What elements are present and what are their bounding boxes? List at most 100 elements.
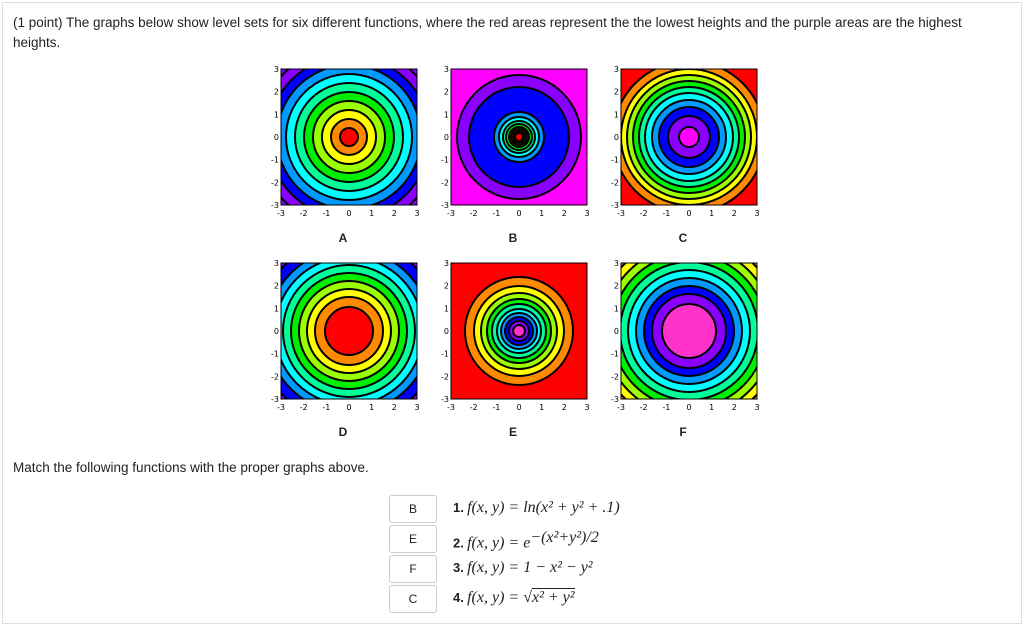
y-tick-label: 3 [614,259,619,268]
x-tick-label: 1 [539,403,544,412]
x-tick-label: 1 [369,403,374,412]
x-tick-label: 2 [392,209,397,218]
y-tick-label: -1 [441,350,449,359]
contour-plot: -3 -3 -2 -2 -1 -1 0 0 1 1 2 2 3 3 A [269,63,449,253]
y-tick-label: -1 [611,156,619,165]
answer-input[interactable]: C [389,585,437,613]
y-tick-label: -3 [611,395,619,404]
y-tick-label: -2 [271,372,279,381]
level-ring [339,127,359,147]
contours [281,69,417,205]
x-tick-label: 3 [584,209,589,218]
x-tick-label: 0 [516,209,521,218]
x-tick-label: 2 [562,403,567,412]
y-tick-label: 2 [444,88,449,97]
y-tick-label: -3 [611,201,619,210]
x-tick-label: -3 [447,403,455,412]
answer-input[interactable]: B [389,495,437,523]
x-tick-label: -2 [470,403,478,412]
y-tick-label: 0 [444,133,449,142]
plot-label: B [508,231,518,245]
plot-svg: -3-3 -2 -2 -1 -1 0 0 1 1 2 2 3 3 [271,65,420,218]
function-item: 4. f(x, y) = √x² + y² [453,588,575,607]
x-tick-label: -2 [300,403,308,412]
function-item: 1. f(x, y) = ln(x² + y² + .1) [453,499,620,517]
y-tick-label: 2 [614,88,619,97]
x-tick-label: 0 [516,403,521,412]
x-tick-label: -1 [492,209,500,218]
y-tick-label: 1 [444,304,449,313]
plot-label: E [508,425,517,439]
x-tick-label: -2 [470,209,478,218]
x-tick-label: 3 [414,209,419,218]
x-tick-label: -3 [447,209,455,218]
level-ring [678,126,700,148]
level-ring [324,306,374,356]
y-tick-label: -2 [611,178,619,187]
contour-plot: -3 -3 -2 -2 -1 -1 0 0 1 1 2 2 3 3 B [439,63,619,253]
contours [451,263,587,399]
y-tick-label: 0 [614,327,619,336]
formula: f(x, y) = 1 − x² − y² [467,559,593,576]
x-tick-label: 1 [709,209,714,218]
x-tick-label: -3 [617,209,625,218]
formula: f(x, y) = ln(x² + y² + .1) [467,499,620,516]
x-tick-label: 0 [346,209,351,218]
y-tick-label: 1 [444,110,449,119]
function-item: 3. f(x, y) = 1 − x² − y² [453,559,593,577]
contours [281,263,417,399]
x-tick-label: -2 [640,209,648,218]
y-tick-label: 1 [274,110,279,119]
contours [451,69,587,205]
y-tick-label: 2 [614,282,619,291]
y-tick-label: -2 [441,178,449,187]
plot-label: A [338,231,348,245]
x-tick-label: 1 [539,209,544,218]
plot-svg: -3-3 -2 -2 -1 -1 0 0 1 1 2 2 3 3 [271,259,420,412]
x-tick-label: -1 [662,209,670,218]
x-tick-label: 2 [392,403,397,412]
x-tick-label: -3 [277,403,285,412]
level-ring [514,132,524,142]
x-tick-label: 2 [732,209,737,218]
y-tick-label: 1 [614,304,619,313]
plot-frame [280,68,418,206]
plot-label: C [678,231,688,245]
plot-label: D [338,425,348,439]
x-tick-label: -3 [617,403,625,412]
plot-svg: -3-3 -2 -2 -1 -1 0 0 1 1 2 2 3 3 [611,259,760,412]
formula-exponent: −(x²+y²)/2 [530,529,599,546]
prompt-text: Match the following functions with the p… [13,460,369,475]
item-number: 3. [453,560,464,575]
plot-frame [280,262,418,400]
formula: f(x, y) = √ [467,589,532,606]
y-tick-label: 0 [274,133,279,142]
level-ring [661,303,717,359]
x-tick-label: 0 [346,403,351,412]
y-tick-label: -1 [611,350,619,359]
y-tick-label: 2 [444,282,449,291]
x-tick-label: 3 [414,403,419,412]
x-tick-label: -1 [492,403,500,412]
x-tick-label: -1 [322,403,330,412]
plot-label: F [679,425,687,439]
answer-input[interactable]: F [389,555,437,583]
item-number: 2. [453,535,464,551]
plot-svg: -3-3 -2 -2 -1 -1 0 0 1 1 2 2 3 3 [441,65,590,218]
y-tick-label: 0 [444,327,449,336]
y-tick-label: 2 [274,282,279,291]
item-number: 1. [453,500,464,515]
contour-plot: -3 -3 -2 -2 -1 -1 0 0 1 1 2 2 3 3 E [439,257,619,447]
y-tick-label: 1 [614,110,619,119]
x-tick-label: 1 [709,403,714,412]
x-tick-label: 3 [754,209,759,218]
answer-input[interactable]: E [389,525,437,553]
y-tick-label: 3 [444,65,449,74]
y-tick-label: -3 [271,395,279,404]
intro-text: (1 point) The graphs below show level se… [13,15,962,50]
contour-plot: -3 -3 -2 -2 -1 -1 0 0 1 1 2 2 3 3 D [269,257,449,447]
formula-radicand: x² + y² [531,588,575,606]
y-tick-label: -2 [271,178,279,187]
function-item: 2. f(x, y) = e−(x²+y²)/2 [453,529,599,552]
